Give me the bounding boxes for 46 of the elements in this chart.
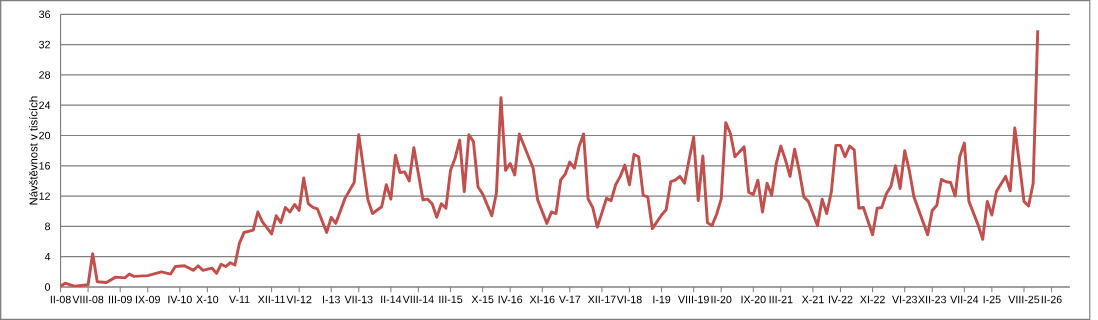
x-tick-label: XII-11 bbox=[257, 295, 285, 304]
x-tick-label: IV-16 bbox=[498, 295, 523, 304]
y-tick-label: 12 bbox=[39, 192, 50, 200]
x-tick-label: III-15 bbox=[439, 295, 463, 304]
x-tick-label: VIII-14 bbox=[402, 295, 434, 304]
y-tick-label: 36 bbox=[39, 10, 51, 19]
x-tick-label: III-09 bbox=[109, 295, 132, 304]
x-tick-label: VIII-08 bbox=[72, 295, 104, 304]
x-tick-label: II-20 bbox=[711, 295, 732, 304]
x-tick-label: I-13 bbox=[323, 295, 340, 304]
y-tick-label: 28 bbox=[39, 71, 51, 79]
y-tick-label: 16 bbox=[39, 162, 51, 170]
line-series bbox=[60, 28, 1040, 287]
x-tick-label: XI-22 bbox=[860, 295, 885, 304]
x-tick-label: VIII-19 bbox=[678, 295, 709, 304]
y-tick-label: 32 bbox=[39, 40, 50, 49]
x-tick-label: XII-17 bbox=[587, 295, 616, 304]
x-tick-label: V-17 bbox=[558, 295, 581, 304]
y-tick-label: 20 bbox=[39, 131, 51, 140]
x-tick-label: I-25 bbox=[983, 295, 1001, 304]
x-tick-label: VI-18 bbox=[616, 295, 642, 304]
x-tick-label: II-26 bbox=[1041, 295, 1062, 304]
x-tick-label: IV-22 bbox=[829, 295, 853, 304]
x-tick-label: XII-23 bbox=[918, 295, 946, 304]
x-tick-label: X-21 bbox=[801, 295, 824, 304]
x-tick-label: IV-10 bbox=[168, 295, 192, 304]
y-tick-label: 24 bbox=[39, 101, 51, 109]
x-tick-label: V-11 bbox=[228, 295, 250, 304]
x-tick-label: IX-20 bbox=[741, 295, 766, 304]
y-tick-label: 0 bbox=[44, 283, 51, 291]
x-tick-label: VI-12 bbox=[286, 295, 312, 304]
y-tick-label: 4 bbox=[44, 253, 51, 261]
x-tick-label: VI-23 bbox=[892, 295, 917, 304]
y-tick-label: 8 bbox=[45, 222, 51, 231]
x-tick-label: VII-24 bbox=[950, 295, 979, 304]
x-tick-label: III-21 bbox=[769, 295, 793, 304]
y-axis-title: Návštěvnost v tisících bbox=[29, 96, 38, 205]
x-tick-label: XI-16 bbox=[529, 295, 555, 304]
x-tick-label: X-10 bbox=[196, 295, 219, 304]
x-tick-label: I-19 bbox=[653, 295, 671, 304]
x-tick-label: II-14 bbox=[381, 295, 402, 304]
x-tick-label: VII-13 bbox=[344, 295, 373, 304]
x-tick-label: VIII-25 bbox=[1008, 295, 1040, 304]
x-tick-label: II-08 bbox=[50, 295, 71, 304]
x-tick-label: IX-09 bbox=[135, 295, 160, 304]
x-tick-label: X-15 bbox=[471, 295, 494, 304]
